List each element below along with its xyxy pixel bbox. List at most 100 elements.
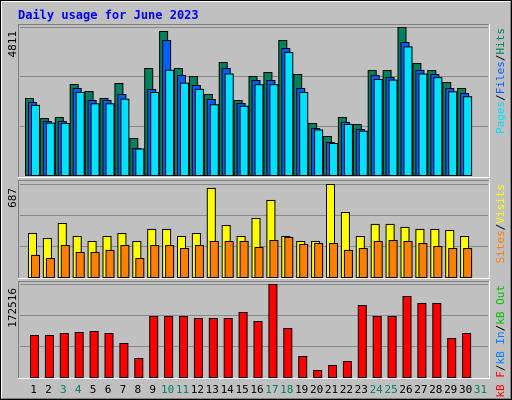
y-tick-label: 4811 [6,31,19,58]
bar [387,316,397,379]
bar [120,245,130,278]
legend-entry: Visits [494,184,507,224]
x-tick-label: 5 [90,383,97,396]
x-tick-label: 3 [60,383,67,396]
bar [433,246,443,278]
bar [329,143,338,177]
bar [134,358,144,379]
bar [269,240,279,279]
bar [135,148,145,176]
legend-entry: Hits [494,28,507,55]
legend: Pages/Files/Hits [494,28,507,134]
x-tick-label: 17 [265,383,278,396]
bar [402,296,412,378]
legend-entry: kB In [494,331,507,364]
bar [418,73,428,176]
legend-entry: Pages [494,101,507,134]
bar [194,245,204,278]
bar [209,104,219,176]
x-tick-label: 16 [250,383,263,396]
bar [329,243,338,278]
x-tick-label: 26 [399,383,412,396]
bar [447,338,457,378]
bar [253,321,263,379]
x-tick-label: 12 [191,383,204,396]
x-tick-label: 7 [120,383,127,396]
x-tick-label: 6 [105,383,112,396]
x-tick-label: 4 [75,383,82,396]
x-tick-label: 22 [340,383,353,396]
bar [193,318,203,378]
bar [45,258,55,278]
bar [224,73,234,176]
bar [373,240,383,279]
bar [372,316,382,379]
bar [299,91,309,176]
bar [180,248,189,278]
bar [105,103,115,176]
bar [373,79,383,176]
bar [417,303,427,378]
legend-separator: / [494,325,507,332]
bar [239,240,249,279]
bar [254,84,264,176]
bar [119,343,129,378]
bar [254,246,264,279]
bar [462,333,472,378]
bar [314,129,324,177]
bar [298,356,308,378]
bar [224,240,234,279]
bar [343,249,353,279]
x-tick-label: 19 [295,383,308,396]
legend-separator: / [494,55,507,62]
legend-entry: kB F [494,371,507,398]
bar [74,332,84,379]
x-tick-label: 10 [161,383,174,396]
bar [418,243,428,278]
bar [403,46,413,177]
bar [194,88,204,176]
bar [388,79,398,176]
x-tick-label: 24 [370,383,384,396]
x-tick-label: 21 [325,383,338,396]
bar [238,312,248,378]
bar [299,243,309,279]
bar [45,122,55,176]
bar [358,130,368,177]
bar [60,123,70,177]
legend-separator: / [494,365,507,372]
bar [403,240,413,279]
x-tick-label: 25 [384,383,397,396]
legend: kB F/kB In/kB Out [494,285,507,398]
bar [104,333,114,378]
x-tick-label: 2 [45,383,52,396]
x-tick-label: 1 [30,383,37,396]
bar [313,370,323,378]
bar [328,365,337,378]
bar [165,245,175,278]
bar [208,318,218,378]
bar [89,331,99,379]
legend-entry: Files [494,61,507,94]
chart-title: Daily usage for June 2023 [18,8,199,22]
legend-separator: / [494,94,507,101]
bar [463,248,473,278]
x-tick-label: 23 [355,383,368,396]
bar [223,318,233,378]
bar [358,248,368,278]
legend: Sites/Visits [494,184,507,264]
bar [30,335,39,378]
x-tick-label: 13 [206,383,219,396]
bar [209,240,219,279]
x-tick-label: 20 [310,383,323,396]
legend-entry: Sites [494,230,507,263]
bar [284,236,294,278]
bar [150,91,160,176]
bar [180,82,189,176]
x-tick-label: 27 [414,383,427,396]
bar [284,51,294,176]
bar [120,98,130,176]
bar [269,84,279,176]
bar [342,361,352,378]
